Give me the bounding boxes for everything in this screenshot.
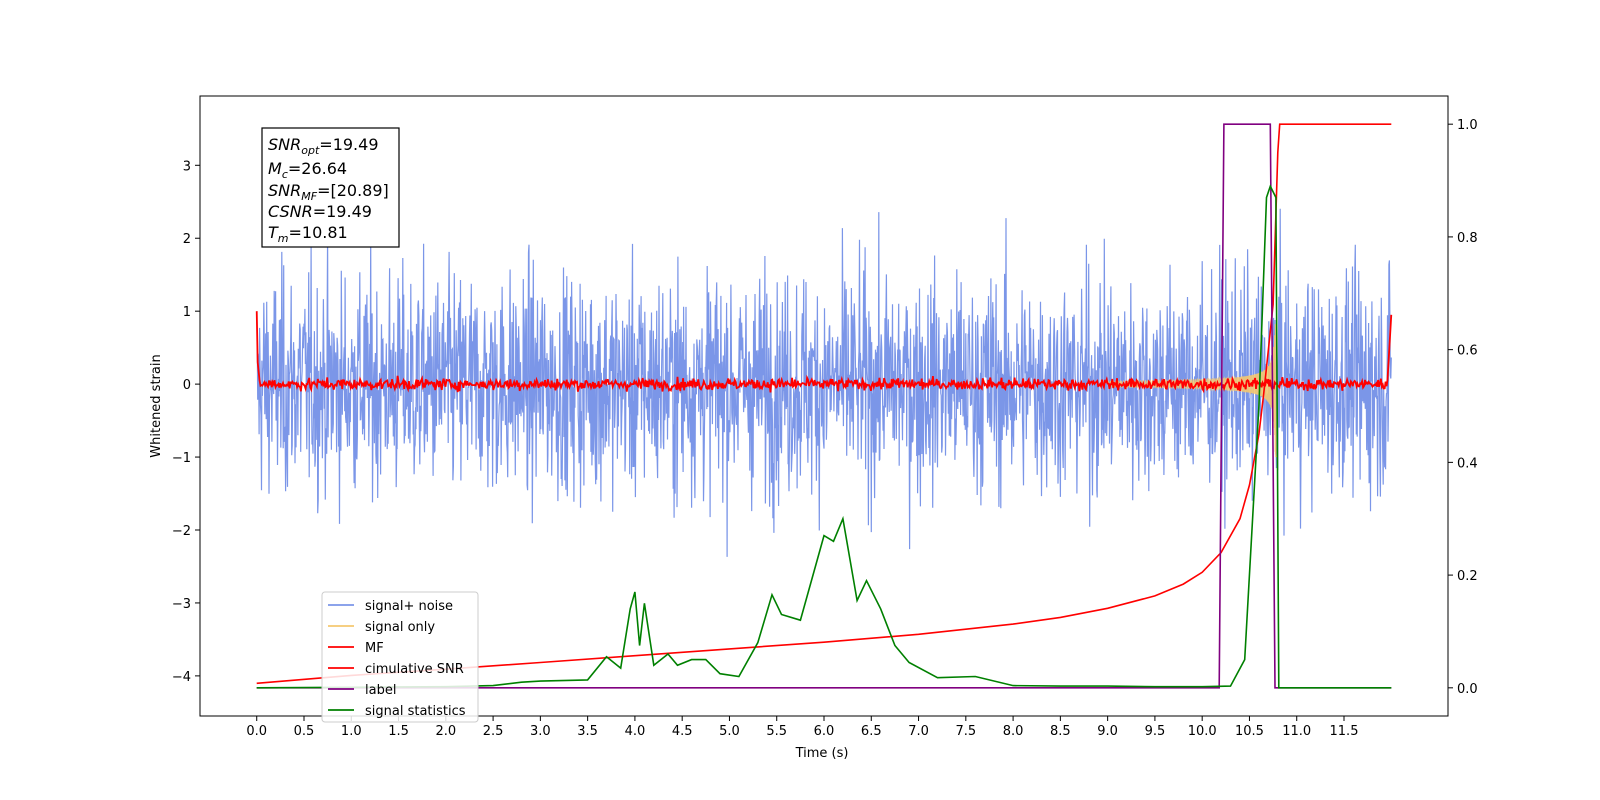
x-tick-label: 7.0 bbox=[908, 724, 929, 739]
x-tick-label: 10.5 bbox=[1235, 724, 1264, 739]
stats-annotation-box: SNRopt=19.49Mc=26.64SNRMF=[20.89]CSNR=19… bbox=[261, 127, 400, 248]
x-tick-label: 1.5 bbox=[388, 724, 409, 739]
x-tick-label: 4.5 bbox=[672, 724, 693, 739]
x-tick-label: 7.5 bbox=[955, 724, 976, 739]
x-tick-label: 4.0 bbox=[625, 724, 646, 739]
y-tick-label: 3 bbox=[183, 159, 191, 174]
annotation-line: SNRopt=19.49 bbox=[268, 135, 379, 157]
x-tick-label: 3.0 bbox=[530, 724, 551, 739]
x-tick-label: 0.5 bbox=[294, 724, 315, 739]
x-tick-label: 9.5 bbox=[1145, 724, 1166, 739]
x-tick-label: 6.0 bbox=[814, 724, 835, 739]
legend-entry-label: signal statistics bbox=[365, 704, 466, 719]
annotation-line: Mc=26.64 bbox=[268, 159, 347, 181]
series-signal-plus-noise bbox=[256, 208, 1392, 557]
series-cumulative-snr bbox=[256, 123, 1392, 685]
y-axis-right: 0.0 0.2 0.4 0.6 0.8 1.0 bbox=[1448, 118, 1478, 697]
y-tick-label: −4 bbox=[172, 670, 191, 685]
y-axis-label: Whitened strain bbox=[149, 354, 164, 457]
annotation-line: SNRMF=[20.89] bbox=[268, 181, 389, 203]
x-tick-label: 8.5 bbox=[1050, 724, 1071, 739]
y2-tick-label: 0.8 bbox=[1457, 231, 1478, 246]
x-tick-label: 11.0 bbox=[1282, 724, 1311, 739]
y2-tick-label: 0.2 bbox=[1457, 569, 1478, 584]
series-mf bbox=[255, 311, 1393, 394]
y-tick-label: −1 bbox=[172, 451, 191, 466]
x-tick-label: 3.5 bbox=[577, 724, 598, 739]
y-tick-label: 1 bbox=[183, 305, 191, 320]
x-tick-label: 2.5 bbox=[483, 724, 504, 739]
x-tick-label: 8.0 bbox=[1003, 724, 1024, 739]
y-tick-label: −3 bbox=[172, 597, 191, 612]
x-tick-label: 9.0 bbox=[1097, 724, 1118, 739]
legend-entry-label: MF bbox=[365, 641, 384, 656]
x-axis: 0.0 0.5 1.0 1.5 2.0 2.5 3.0 3.5 4.0 4.5 5.0 5.5 6.0 6… bbox=[246, 716, 1358, 739]
annotation-frame bbox=[261, 127, 400, 248]
x-tick-label: 5.5 bbox=[766, 724, 787, 739]
x-tick-label: 6.5 bbox=[861, 724, 882, 739]
y2-tick-label: 0.6 bbox=[1457, 344, 1478, 359]
x-tick-label: 1.0 bbox=[341, 724, 362, 739]
y2-tick-label: 0.4 bbox=[1457, 456, 1478, 471]
plot-area bbox=[255, 123, 1393, 689]
legend-entry-label: label bbox=[365, 683, 396, 698]
legend-entry-label: signal+ noise bbox=[365, 599, 453, 614]
legend: signal+ noise signal only MF cimulative SNR… bbox=[321, 591, 479, 723]
y-tick-label: 2 bbox=[183, 232, 191, 247]
x-tick-label: 2.0 bbox=[435, 724, 456, 739]
x-tick-label: 0.0 bbox=[246, 724, 267, 739]
legend-entry-label: signal only bbox=[365, 620, 435, 635]
y2-tick-label: 0.0 bbox=[1457, 682, 1478, 697]
y-axis-left: −4 −3 −2 −1 0 1 2 3 bbox=[172, 159, 200, 685]
x-axis-label: Time (s) bbox=[795, 746, 849, 761]
x-tick-label: 5.0 bbox=[719, 724, 740, 739]
y-tick-label: 0 bbox=[183, 378, 191, 393]
annotation-line: CSNR=19.49 bbox=[268, 202, 372, 221]
x-tick-label: 10.0 bbox=[1188, 724, 1217, 739]
series-signal-statistics bbox=[256, 184, 1392, 689]
x-tick-label: 11.5 bbox=[1330, 724, 1359, 739]
legend-frame bbox=[321, 591, 479, 723]
y-tick-label: −2 bbox=[172, 524, 191, 539]
annotation-line: Tm=10.81 bbox=[268, 223, 348, 245]
y2-tick-label: 1.0 bbox=[1457, 118, 1478, 133]
legend-entry-label: cimulative SNR bbox=[365, 662, 464, 677]
